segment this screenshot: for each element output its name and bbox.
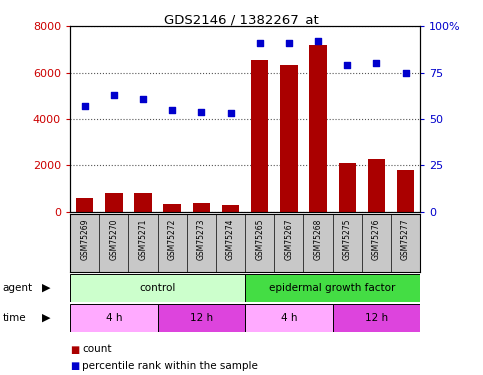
- Bar: [251, 60, 269, 212]
- Point: [110, 92, 118, 98]
- Point: [139, 96, 147, 102]
- Text: GSM75270: GSM75270: [109, 218, 118, 260]
- Bar: [222, 206, 239, 212]
- Bar: [333, 304, 420, 332]
- Point: [285, 40, 293, 46]
- Text: ■: ■: [70, 345, 79, 354]
- Bar: [368, 159, 385, 212]
- Bar: [309, 45, 327, 212]
- Text: ■: ■: [70, 361, 79, 370]
- Bar: [339, 163, 356, 212]
- Text: GSM75265: GSM75265: [255, 218, 264, 260]
- Bar: [105, 194, 123, 212]
- Point: [372, 60, 380, 66]
- Text: 12 h: 12 h: [365, 313, 388, 323]
- Point: [81, 103, 88, 109]
- Text: control: control: [140, 283, 176, 293]
- Text: GSM75272: GSM75272: [168, 218, 177, 260]
- Bar: [280, 64, 298, 212]
- Text: GSM75277: GSM75277: [401, 218, 410, 260]
- Point: [314, 38, 322, 44]
- Text: GSM75271: GSM75271: [139, 218, 147, 260]
- Text: percentile rank within the sample: percentile rank within the sample: [82, 361, 258, 370]
- Bar: [76, 198, 93, 212]
- Point: [402, 70, 410, 76]
- Text: 4 h: 4 h: [106, 313, 122, 323]
- Bar: [397, 170, 414, 212]
- Bar: [70, 304, 157, 332]
- Text: epidermal growth factor: epidermal growth factor: [270, 283, 396, 293]
- Text: GSM75269: GSM75269: [80, 218, 89, 260]
- Text: 4 h: 4 h: [281, 313, 297, 323]
- Text: GSM75276: GSM75276: [372, 218, 381, 260]
- Text: GSM75275: GSM75275: [343, 218, 352, 260]
- Bar: [193, 203, 210, 212]
- Text: GSM75273: GSM75273: [197, 218, 206, 260]
- Bar: [245, 274, 420, 302]
- Point: [256, 40, 264, 46]
- Bar: [157, 304, 245, 332]
- Bar: [163, 204, 181, 212]
- Text: 12 h: 12 h: [190, 313, 213, 323]
- Point: [198, 109, 205, 115]
- Point: [227, 111, 234, 117]
- Text: ▶: ▶: [42, 313, 50, 323]
- Bar: [70, 274, 245, 302]
- Text: GSM75274: GSM75274: [226, 218, 235, 260]
- Point: [343, 62, 351, 68]
- Bar: [134, 194, 152, 212]
- Text: agent: agent: [2, 283, 32, 293]
- Text: count: count: [82, 345, 112, 354]
- Bar: [245, 304, 333, 332]
- Text: GDS2146 / 1382267_at: GDS2146 / 1382267_at: [164, 13, 319, 26]
- Text: ▶: ▶: [42, 283, 50, 293]
- Text: GSM75268: GSM75268: [313, 218, 323, 260]
- Text: GSM75267: GSM75267: [284, 218, 293, 260]
- Text: time: time: [2, 313, 26, 323]
- Point: [168, 107, 176, 113]
